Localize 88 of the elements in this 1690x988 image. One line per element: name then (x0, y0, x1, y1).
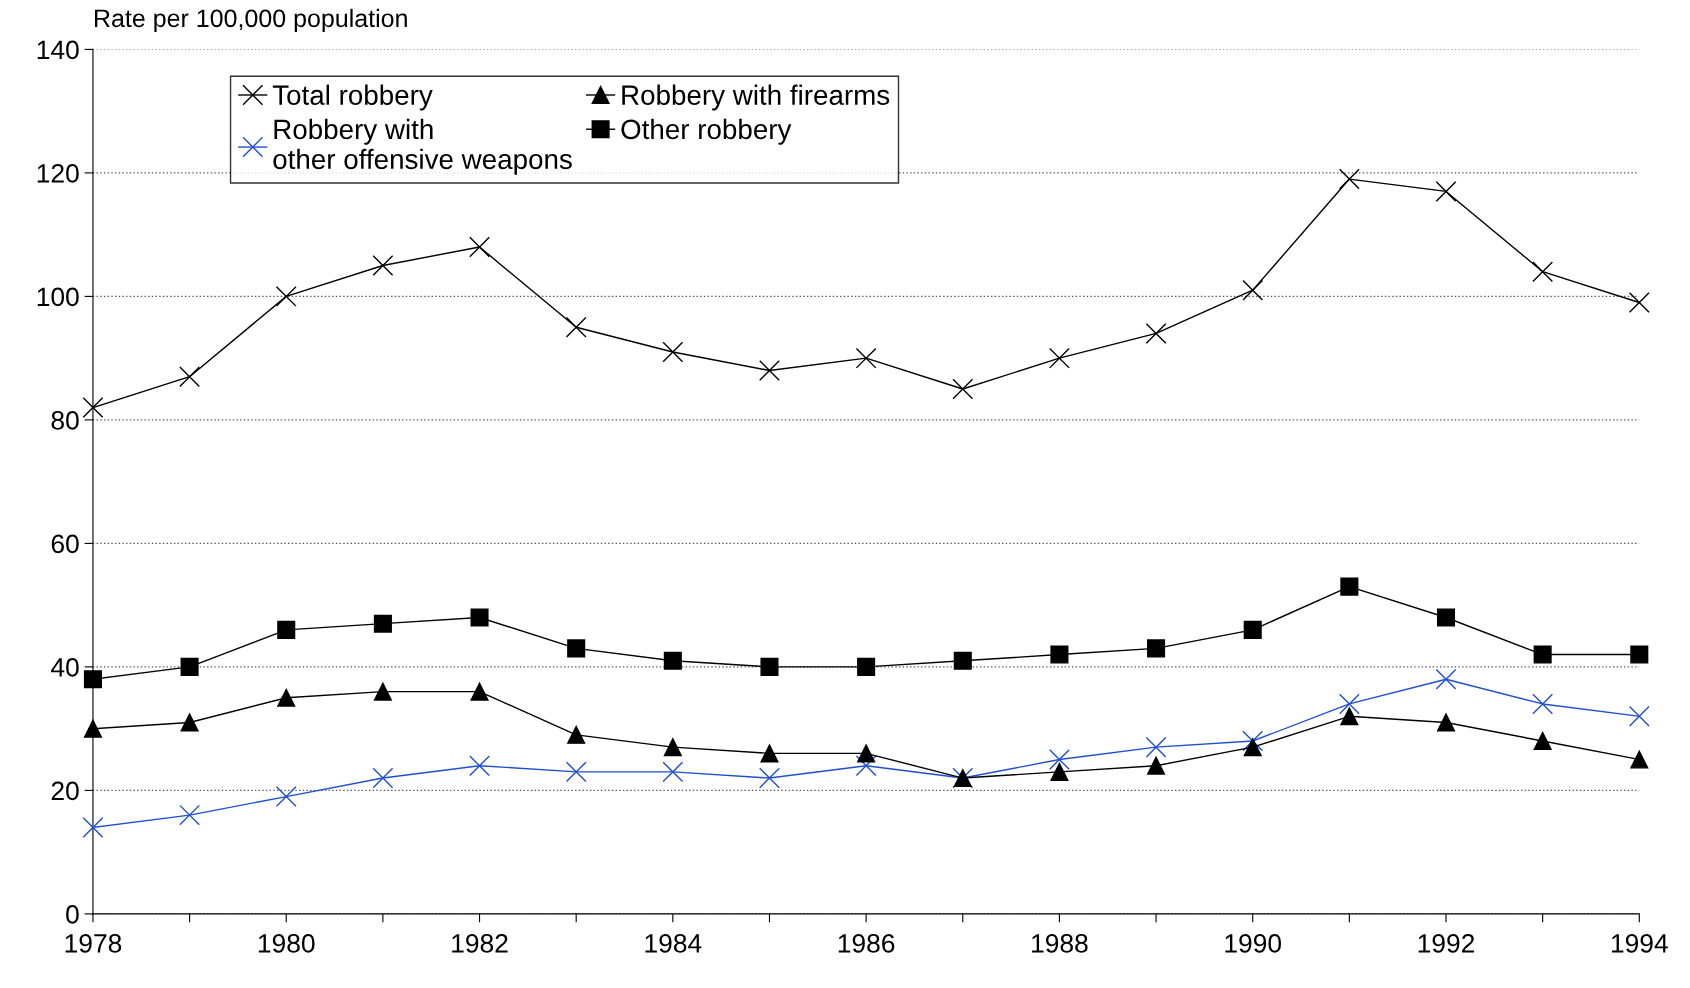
point (953, 651, 972, 670)
point (180, 657, 199, 676)
point (857, 744, 876, 763)
point (1243, 620, 1262, 639)
point (83, 670, 102, 689)
point (275, 786, 297, 807)
point (855, 347, 877, 369)
point (372, 255, 394, 276)
y-tick-label: 140 (37, 40, 79, 60)
point (663, 651, 682, 670)
point (277, 688, 296, 707)
point (857, 657, 876, 676)
point (1532, 693, 1554, 715)
y-tick-label: 20 (51, 781, 79, 801)
point (1435, 181, 1457, 202)
y-axis-title: Rate per 100,000 population (95, 8, 407, 33)
point (1628, 292, 1650, 313)
point (759, 767, 780, 789)
point (275, 285, 297, 307)
point (1435, 668, 1457, 690)
point (1533, 645, 1552, 664)
x-tick-label: 1984 (645, 934, 702, 953)
y-tick-label: 120 (37, 164, 79, 183)
point (1340, 577, 1359, 596)
point (1145, 323, 1167, 344)
point (470, 608, 489, 627)
point (567, 725, 586, 744)
point (760, 744, 779, 763)
point (82, 817, 104, 838)
point (1243, 738, 1262, 757)
point (373, 614, 392, 633)
point (277, 620, 296, 639)
legend-label: Other robbery (621, 118, 792, 145)
point (662, 761, 684, 783)
legend-label: Robbery with firearms (622, 84, 890, 111)
point (1147, 639, 1166, 658)
point (662, 341, 684, 363)
y-tick-label: 80 (51, 411, 79, 430)
x-tick-label: 1992 (1418, 934, 1475, 953)
point (1338, 168, 1360, 190)
y-tick-label: 0 (66, 905, 79, 924)
point (1049, 347, 1070, 369)
x-tick-label: 1988 (1032, 934, 1088, 953)
y-tick-label: 100 (37, 287, 79, 307)
point (1630, 750, 1649, 769)
point (1630, 645, 1649, 664)
point (567, 639, 586, 658)
point (469, 755, 490, 777)
point (1242, 730, 1264, 752)
point (663, 738, 682, 757)
x-tick-label: 1982 (452, 934, 508, 953)
point (1145, 736, 1167, 758)
point (1628, 705, 1650, 727)
point (470, 682, 489, 701)
point (565, 761, 587, 783)
y-tick-label: 40 (51, 658, 79, 677)
point (952, 378, 974, 400)
point (1050, 645, 1069, 664)
point (373, 682, 392, 701)
x-tick-label: 1980 (258, 934, 315, 953)
point (1147, 756, 1166, 775)
point (760, 657, 779, 676)
point (83, 719, 102, 738)
point (179, 804, 201, 826)
point (759, 360, 780, 381)
point (1436, 713, 1456, 732)
x-tick-label: 1990 (1225, 934, 1282, 953)
legend-label: Robbery with other offensive weapons (273, 118, 572, 175)
point (1436, 608, 1456, 627)
legend-label: Total robbery (272, 84, 433, 111)
y-tick-label: 60 (51, 534, 79, 554)
point (1050, 762, 1069, 781)
x-tick-label: 1978 (65, 934, 122, 953)
point (179, 366, 201, 388)
point (469, 236, 490, 258)
point (1533, 731, 1552, 751)
point (1049, 749, 1070, 770)
point (565, 316, 587, 338)
point (180, 713, 199, 732)
point (1340, 707, 1359, 726)
point (82, 397, 104, 418)
point (1242, 279, 1264, 301)
point (1532, 261, 1554, 283)
point (855, 755, 877, 777)
x-tick-label: 1994 (1611, 934, 1668, 953)
point (372, 767, 394, 789)
point (1338, 693, 1360, 715)
x-tick-label: 1986 (838, 934, 895, 953)
